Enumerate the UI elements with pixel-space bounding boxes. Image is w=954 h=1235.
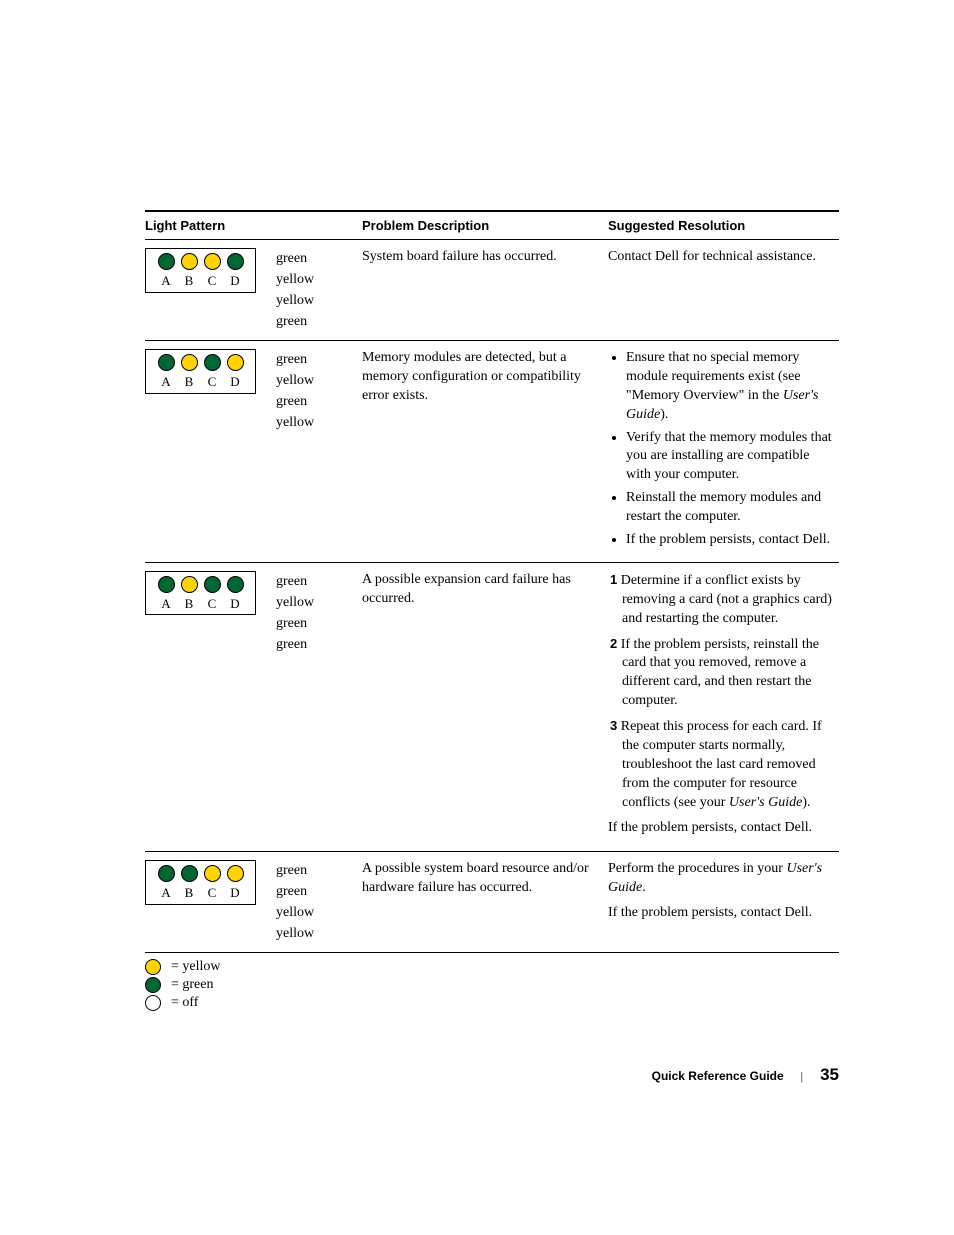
footer-page-number: 35 [820, 1065, 839, 1084]
legend-label: = off [171, 995, 198, 1011]
led-yellow [204, 253, 221, 270]
light-pattern-diagram: ABCD [145, 349, 256, 394]
pattern-cell: ABCD [145, 562, 276, 852]
problem-cell: A possible system board resource and/or … [362, 852, 608, 953]
led-green [181, 865, 198, 882]
legend-swatch-green [145, 977, 161, 993]
led-green [227, 253, 244, 270]
resolution-cell: 1 Determine if a conflict exists by remo… [608, 562, 839, 852]
legend-label: = yellow [171, 959, 221, 975]
problem-cell: System board failure has occurred. [362, 240, 608, 341]
led-green [227, 576, 244, 593]
resolution-item: Reinstall the memory modules and restart… [626, 489, 833, 527]
resolution-cell: Ensure that no special memory module req… [608, 341, 839, 563]
resolution-item: Verify that the memory modules that you … [626, 429, 833, 486]
page-body: Light Pattern Problem Description Sugges… [0, 0, 954, 1011]
led-yellow [227, 865, 244, 882]
problem-cell: Memory modules are detected, but a memor… [362, 341, 608, 563]
resolution-item: Ensure that no special memory module req… [626, 349, 833, 425]
problem-cell: A possible expansion card failure has oc… [362, 562, 608, 852]
pattern-cell: ABCD [145, 240, 276, 341]
diagnostics-table: Light Pattern Problem Description Sugges… [145, 210, 839, 953]
legend-row: = off [145, 995, 839, 1011]
col-header-pattern: Light Pattern [145, 211, 362, 240]
legend-swatch-off [145, 995, 161, 1011]
legend-row: = yellow [145, 959, 839, 975]
legend-label: = green [171, 977, 214, 993]
led-yellow [181, 576, 198, 593]
resolution-cell: Contact Dell for technical assistance. [608, 240, 839, 341]
page-footer: Quick Reference Guide | 35 [652, 1065, 839, 1085]
color-legend: = yellow = green = off [145, 959, 839, 1011]
led-green [158, 865, 175, 882]
footer-title: Quick Reference Guide [652, 1069, 784, 1083]
table-row: ABCD greengreenyellowyellow A possible s… [145, 852, 839, 953]
legend-row: = green [145, 977, 839, 993]
resolution-cell: Perform the procedures in your User's Gu… [608, 852, 839, 953]
color-labels: greenyellowgreengreen [276, 562, 362, 852]
col-header-problem: Problem Description [362, 211, 608, 240]
led-yellow [181, 354, 198, 371]
resolution-list: Ensure that no special memory module req… [608, 349, 833, 550]
led-yellow [204, 865, 221, 882]
led-green [204, 354, 221, 371]
resolution-tail: If the problem persists, contact Dell. [608, 904, 833, 923]
table-row: ABCD greenyellowgreenyellow Memory modul… [145, 341, 839, 563]
color-labels: greenyellowgreenyellow [276, 341, 362, 563]
led-yellow [181, 253, 198, 270]
pattern-cell: ABCD [145, 341, 276, 563]
led-green [158, 253, 175, 270]
light-pattern-diagram: ABCD [145, 248, 256, 293]
led-green [158, 576, 175, 593]
light-pattern-diagram: ABCD [145, 860, 256, 905]
resolution-text: Perform the procedures in your User's Gu… [608, 860, 833, 898]
resolution-text: Contact Dell for technical assistance. [608, 248, 833, 267]
pattern-cell: ABCD [145, 852, 276, 953]
led-yellow [227, 354, 244, 371]
legend-swatch-yellow [145, 959, 161, 975]
table-row: ABCD greenyellowgreengreen A possible ex… [145, 562, 839, 852]
resolution-item: If the problem persists, contact Dell. [626, 531, 833, 550]
resolution-step: 1 Determine if a conflict exists by remo… [608, 571, 833, 629]
resolution-step: 3 Repeat this process for each card. If … [608, 717, 833, 812]
resolution-step: 2 If the problem persists, reinstall the… [608, 635, 833, 712]
color-labels: greenyellowyellowgreen [276, 240, 362, 341]
led-green [158, 354, 175, 371]
light-pattern-diagram: ABCD [145, 571, 256, 616]
resolution-tail: If the problem persists, contact Dell. [608, 819, 833, 838]
table-row: ABCD greenyellowyellowgreen System board… [145, 240, 839, 341]
color-labels: greengreenyellowyellow [276, 852, 362, 953]
col-header-resolution: Suggested Resolution [608, 211, 839, 240]
led-green [204, 576, 221, 593]
